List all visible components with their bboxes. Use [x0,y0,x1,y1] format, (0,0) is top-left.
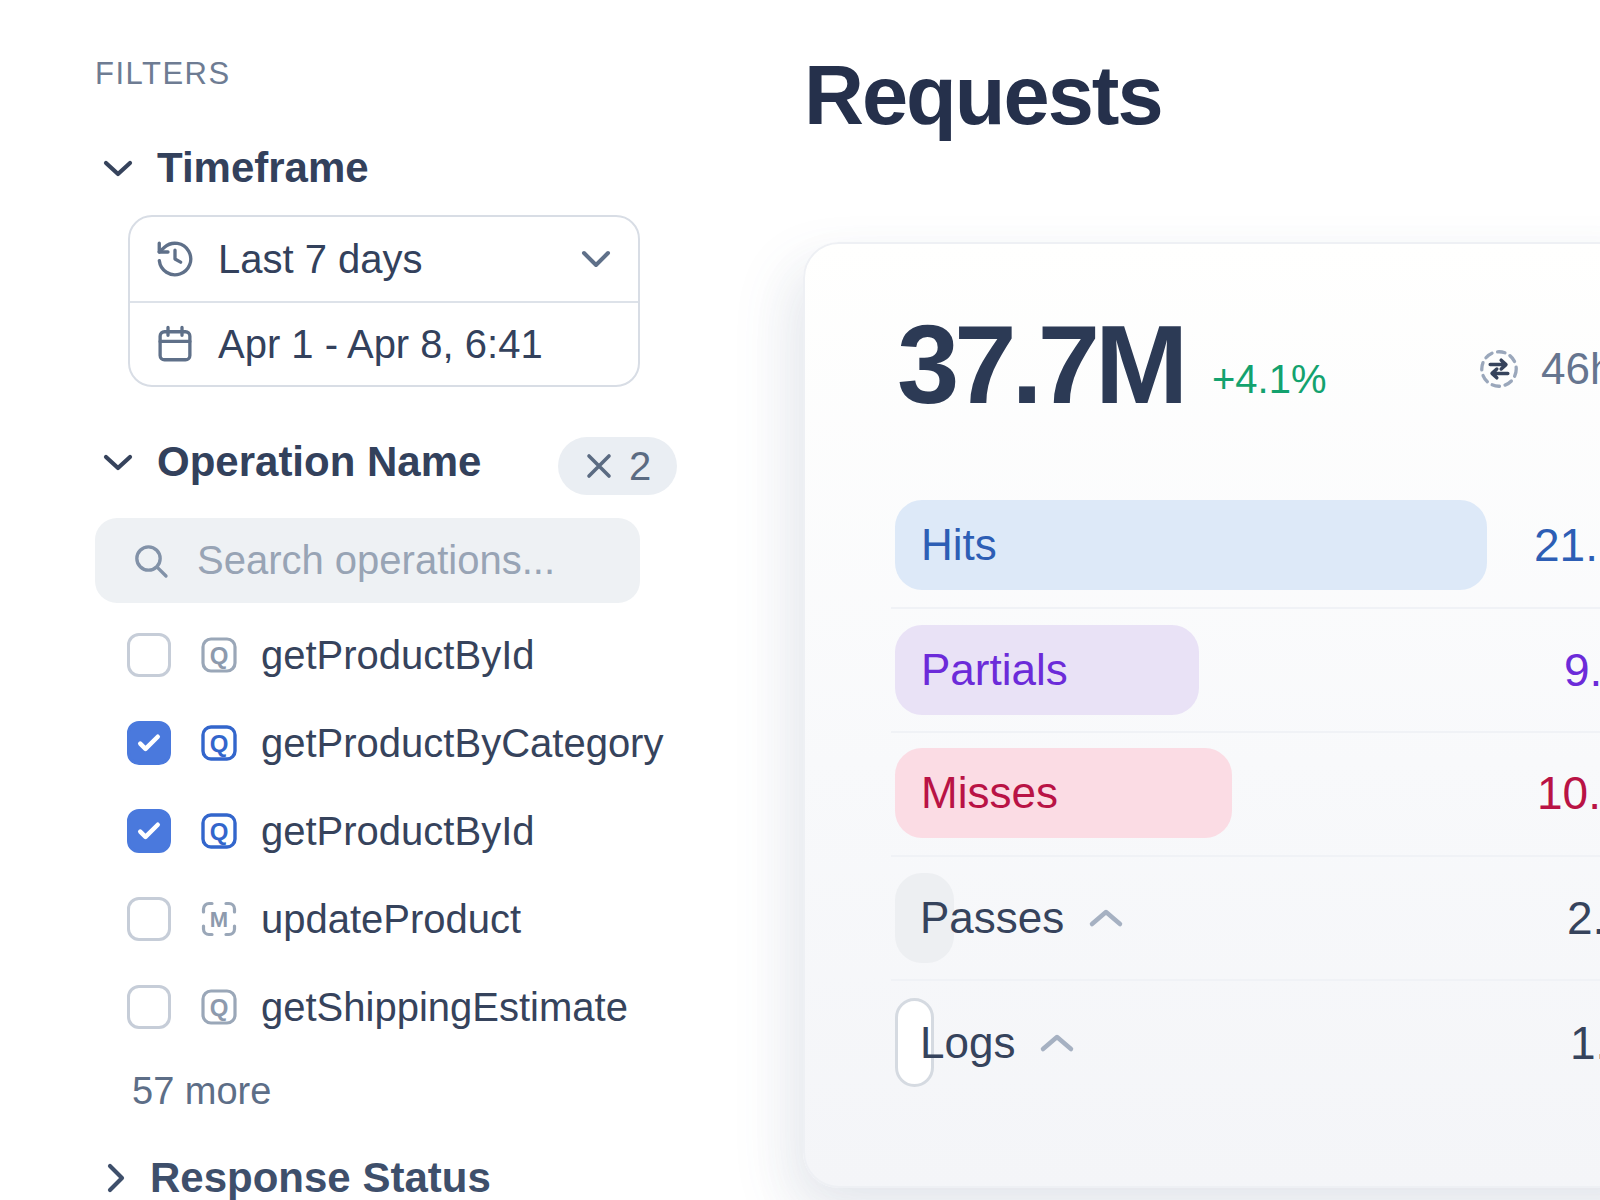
timeframe-section-header[interactable]: Timeframe [103,144,369,192]
hits-bar: Hits [895,500,1487,590]
chevron-down-icon [103,453,133,472]
chevron-up-icon[interactable] [1039,1032,1075,1054]
row-divider [891,855,1600,857]
requests-card: 37.7M +4.1% 46h Hits 21. Partials [803,242,1600,1188]
response-status-title: Response Status [150,1154,491,1200]
misses-bar: Misses [895,748,1232,838]
refresh-info[interactable]: 46h [1477,344,1600,394]
clear-filter-count: 2 [629,444,651,489]
checkbox[interactable] [127,897,171,941]
chevron-down-icon [580,249,612,269]
search-operations-input[interactable]: Search operations... [95,518,640,603]
operation-item[interactable]: Q getProductByCategory [127,699,663,787]
operation-name-section-header[interactable]: Operation Name [103,438,481,486]
checkbox[interactable] [127,985,171,1029]
misses-label: Misses [921,768,1058,818]
swap-arrows-icon [1477,347,1521,391]
operation-label: getProductById [261,809,535,854]
operation-item[interactable]: M updateProduct [127,875,663,963]
svg-text:Q: Q [210,994,229,1021]
query-icon: Q [199,987,239,1027]
query-icon: Q [199,635,239,675]
row-divider [891,979,1600,981]
hits-value: 21. [1534,500,1598,590]
logs-value: 1. [1570,998,1600,1088]
refresh-time: 46h [1541,344,1600,394]
chevron-up-icon[interactable] [1088,907,1124,929]
operation-label: getProductByCategory [261,721,663,766]
operation-label: getProductById [261,633,535,678]
row-divider [891,607,1600,609]
svg-text:M: M [210,907,228,932]
delta-percentage: +4.1% [1212,357,1327,402]
search-icon [131,541,171,581]
chevron-right-icon [106,1162,126,1194]
clear-filter-count-badge[interactable]: 2 [558,437,677,495]
search-placeholder: Search operations... [197,538,555,583]
operation-item[interactable]: Q getProductById [127,787,663,875]
partials-bar: Partials [895,625,1199,715]
x-icon [584,451,614,481]
timeframe-preset-value: Last 7 days [218,237,558,282]
query-icon: Q [199,723,239,763]
row-divider [891,731,1600,733]
history-icon [154,238,196,280]
operations-list: Q getProductById Q getProductByCategory … [127,611,663,1051]
timeframe-range-value: Apr 1 - Apr 8, 6:41 [218,322,612,367]
logs-label: Logs [920,1018,1015,1068]
misses-value: 10. [1537,748,1600,838]
operation-item[interactable]: Q getProductById [127,611,663,699]
checkbox[interactable] [127,809,171,853]
filters-heading: FILTERS [95,56,231,92]
chevron-down-icon [103,159,133,178]
calendar-icon [154,323,196,365]
show-more-operations[interactable]: 57 more [132,1070,271,1113]
operation-label: getShippingEstimate [261,985,628,1030]
timeframe-range[interactable]: Apr 1 - Apr 8, 6:41 [130,301,638,385]
partials-label: Partials [921,645,1068,695]
page-title: Requests [804,48,1162,144]
response-status-section-header[interactable]: Response Status [106,1154,491,1200]
operation-label: updateProduct [261,897,521,942]
operation-name-title: Operation Name [157,438,481,486]
svg-text:Q: Q [210,818,229,845]
svg-text:Q: Q [210,642,229,669]
operation-item[interactable]: Q getShippingEstimate [127,963,663,1051]
passes-value: 2. [1567,873,1600,963]
timeframe-picker: Last 7 days Apr 1 - Apr 8, 6:41 [128,215,640,387]
passes-label: Passes [920,893,1064,943]
total-requests-value: 37.7M [897,300,1183,429]
timeframe-title: Timeframe [157,144,369,192]
query-icon: Q [199,811,239,851]
checkbox[interactable] [127,721,171,765]
mutation-icon: M [199,899,239,939]
partials-value: 9. [1564,625,1600,715]
svg-text:Q: Q [210,730,229,757]
hits-label: Hits [921,520,997,570]
checkbox[interactable] [127,633,171,677]
timeframe-preset-select[interactable]: Last 7 days [130,217,638,301]
